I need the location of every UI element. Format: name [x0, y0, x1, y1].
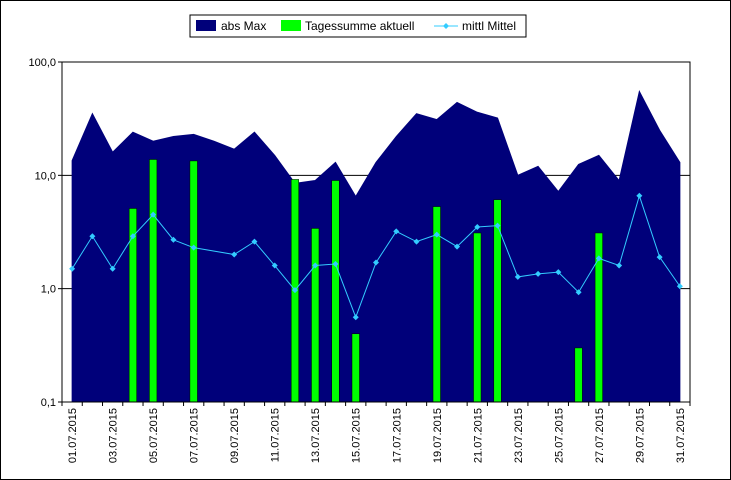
tagessumme-bar	[149, 159, 158, 403]
y-tick-label: 10,0	[35, 170, 56, 182]
mittl-mittel-marker	[251, 238, 258, 245]
mittl-mittel-marker	[312, 262, 319, 269]
mittl-mittel-marker	[413, 238, 420, 245]
x-tick-label: 29.07.2015	[634, 408, 646, 463]
mittl-mittel-line-layer	[69, 192, 683, 321]
tagessumme-bar	[473, 232, 482, 403]
mittl-mittel-marker	[170, 236, 177, 243]
tagessumme-bar	[574, 347, 583, 403]
x-tick-label: 13.07.2015	[310, 408, 322, 463]
mittl-mittel-marker	[393, 228, 400, 235]
mittl-mittel-marker	[595, 255, 602, 262]
mittl-mittel-marker	[291, 287, 298, 294]
x-tick-label: 21.07.2015	[472, 408, 484, 463]
tagessumme-bar	[311, 228, 320, 403]
abs-max-area	[71, 89, 681, 403]
x-tick-label: 09.07.2015	[229, 408, 241, 463]
mittl-mittel-marker	[231, 251, 238, 258]
legend-swatch-mittl-mittel-marker	[443, 23, 449, 29]
mittl-mittel-marker	[474, 224, 481, 231]
x-tick-label: 03.07.2015	[108, 408, 120, 463]
legend-label-tagessumme: Tagessumme aktuell	[305, 19, 414, 33]
x-tick-label: 31.07.2015	[675, 408, 687, 463]
mittl-mittel-marker	[150, 211, 157, 218]
mittl-mittel-marker	[555, 269, 562, 276]
mittl-mittel-marker	[373, 259, 379, 266]
abs-max-area-layer	[71, 89, 681, 403]
x-tick-label: 19.07.2015	[432, 408, 444, 463]
mittl-mittel-marker	[454, 243, 461, 250]
mittl-mittel-marker	[636, 192, 643, 199]
legend-label-abs-max: abs Max	[221, 19, 266, 33]
x-tick-label: 11.07.2015	[270, 408, 282, 462]
mittl-mittel-marker	[676, 283, 683, 290]
mittl-mittel-marker	[332, 261, 339, 268]
tagessumme-bar	[331, 180, 340, 403]
x-tick-label: 27.07.2015	[594, 408, 606, 463]
x-tick-label: 07.07.2015	[189, 408, 201, 463]
tagessumme-bar	[189, 160, 198, 403]
mittl-mittel-marker	[656, 254, 663, 261]
mittl-mittel-marker	[190, 244, 197, 251]
legend-box	[189, 14, 527, 38]
mittl-mittel-marker	[575, 289, 582, 296]
mittl-mittel-marker	[109, 265, 116, 272]
tagessumme-bar	[493, 199, 502, 403]
mittl-mittel-marker	[535, 270, 542, 277]
tagessumme-bar	[351, 333, 360, 403]
mittl-mittel-marker	[616, 262, 623, 269]
x-tick-label: 05.07.2015	[148, 408, 160, 463]
mittl-mittel-marker	[271, 262, 278, 269]
x-tick-label: 01.07.2015	[67, 408, 79, 463]
legend: abs Max Tagessumme aktuell mittl Mittel	[189, 14, 527, 38]
y-tick-label: 100,0	[28, 57, 56, 69]
mittl-mittel-marker	[352, 314, 359, 321]
legend-label-mittl-mittel: mittl Mittel	[462, 19, 516, 33]
mittl-mittel-marker	[69, 265, 76, 272]
x-tick-label: 15.07.2015	[351, 408, 363, 463]
legend-swatch-tagessumme	[281, 20, 301, 31]
mittl-mittel-marker	[514, 273, 521, 280]
mittl-mittel-line	[71, 194, 681, 319]
mittl-mittel-marker	[494, 222, 501, 229]
plot-area-border	[61, 61, 691, 403]
y-tick-label: 0,1	[41, 397, 56, 409]
y-tick-label: 1,0	[41, 284, 56, 296]
mittl-mittel-marker	[129, 233, 136, 240]
x-tick-label: 23.07.2015	[513, 408, 525, 463]
mittl-mittel-marker	[89, 233, 96, 240]
x-tick-label: 17.07.2015	[391, 408, 403, 463]
x-tick-label: 25.07.2015	[553, 408, 565, 463]
axes-layer: 0,1 1,0 10,0 100,0 01.07.2015 03.07.2015 05.07…	[28, 57, 691, 463]
mittl-mittel-marker	[433, 231, 440, 238]
legend-swatch-abs-max	[196, 20, 216, 31]
